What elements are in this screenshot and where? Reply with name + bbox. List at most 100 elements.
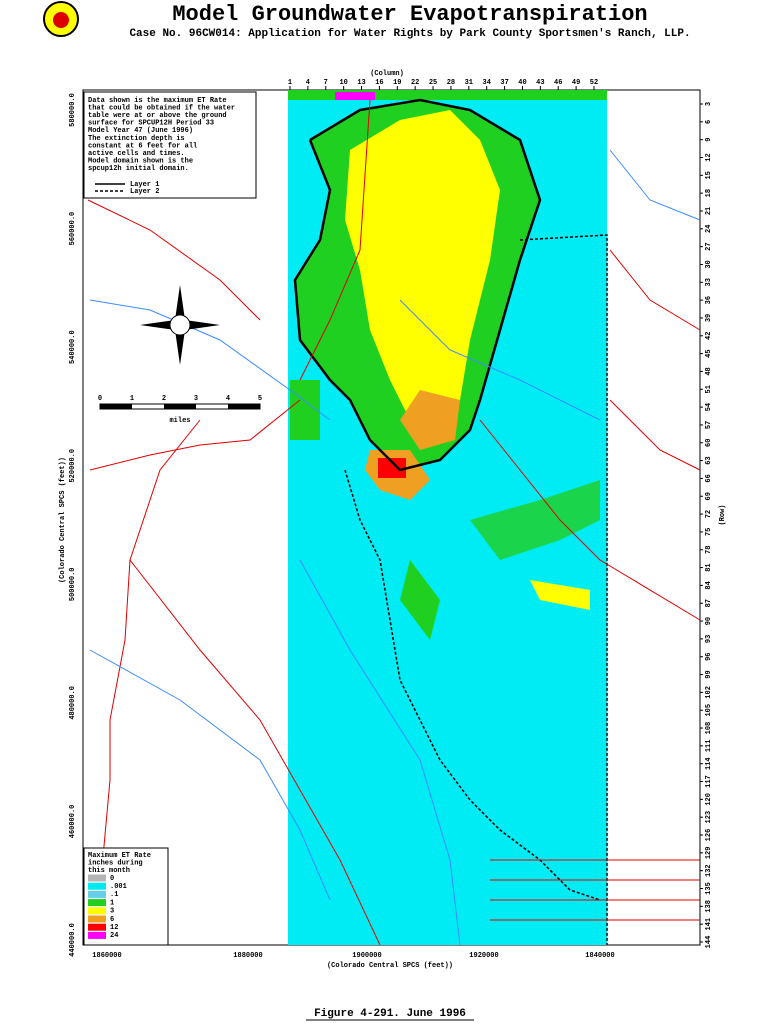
y-tick: 540000.0 <box>69 330 77 364</box>
legend-swatch <box>88 899 106 907</box>
x-tick: 1860000 <box>92 952 121 960</box>
row-tick: 51 <box>705 385 713 393</box>
x-tick: 1900000 <box>352 952 381 960</box>
legend-swatch <box>88 931 106 939</box>
column-tick: 31 <box>465 79 473 87</box>
row-tick: 66 <box>705 474 713 482</box>
note-line: Model domain shown is the <box>88 158 193 166</box>
legend-swatch <box>88 882 106 890</box>
note-line: Data shown is the maximum ET Rate <box>88 97 227 105</box>
y-tick: 560000.0 <box>69 212 77 246</box>
row-tick: 24 <box>705 225 713 233</box>
row-tick: 30 <box>705 260 713 268</box>
scale-tick: 3 <box>194 395 198 403</box>
legend-swatch <box>88 890 106 898</box>
legend-title: inches during <box>88 859 143 867</box>
title: Model Groundwater Evapotranspiration <box>172 2 647 27</box>
note-line: constant at 6 feet for all <box>88 142 197 150</box>
column-axis-title: (Column) <box>370 70 404 78</box>
note-line: spcup12h initial domain. <box>88 165 189 173</box>
legend-label: 6 <box>110 916 114 924</box>
note-line: active cells and times. <box>88 150 185 158</box>
layer2-boundary <box>344 469 601 901</box>
column-tick: 13 <box>357 79 365 87</box>
scale-tick: 4 <box>226 395 230 403</box>
row-tick: 120 <box>705 793 713 806</box>
row-tick: 18 <box>705 189 713 197</box>
column-tick: 19 <box>393 79 401 87</box>
row-tick: 90 <box>705 617 713 625</box>
legend-label: 12 <box>110 924 118 932</box>
row-tick: 63 <box>705 456 713 464</box>
note-line: that could be obtained if the water <box>88 104 235 112</box>
legend-title: Maximum ET Rate <box>88 852 151 860</box>
scale-unit: miles <box>169 417 190 425</box>
column-tick: 28 <box>447 79 455 87</box>
logo-apple <box>53 12 69 28</box>
scale-tick: 0 <box>98 395 102 403</box>
note-line: surface for SPCUP12H Period 33 <box>88 120 214 128</box>
top-strip-magenta <box>335 92 375 100</box>
column-tick: 46 <box>554 79 562 87</box>
row-tick: 21 <box>705 207 713 215</box>
x-tick: 1920000 <box>469 952 498 960</box>
caption: Figure 4-291. June 1996 <box>314 1008 466 1020</box>
scale-tick: 1 <box>130 395 134 403</box>
column-tick: 52 <box>590 79 598 87</box>
map <box>82 89 701 946</box>
legend-label: 0 <box>110 875 114 883</box>
layer-label: Layer 1 <box>130 181 159 189</box>
legend-swatch <box>88 923 106 931</box>
subtitle: Case No. 96CW014: Application for Water … <box>129 28 690 40</box>
y-tick: 460000.0 <box>69 805 77 839</box>
note-line: The extinction depth is <box>88 135 185 143</box>
scale-bar-seg <box>164 404 196 409</box>
column-tick: 4 <box>306 79 310 87</box>
row-tick: 6 <box>705 120 713 124</box>
scale-tick: 2 <box>162 395 166 403</box>
row-tick: 96 <box>705 653 713 661</box>
row-tick: 84 <box>705 581 713 589</box>
legend-label: .001 <box>110 883 127 891</box>
scale-bar-seg <box>228 404 260 409</box>
column-tick: 37 <box>500 79 508 87</box>
yellow-patch <box>530 580 590 610</box>
legend-swatch <box>88 915 106 923</box>
row-tick: 12 <box>705 153 713 161</box>
scale-bar-seg <box>100 404 132 409</box>
row-tick: 102 <box>705 686 713 699</box>
column-tick: 34 <box>483 79 491 87</box>
legend-swatch <box>88 874 106 882</box>
streams <box>89 149 701 946</box>
row-tick: 138 <box>705 900 713 913</box>
row-tick: 39 <box>705 314 713 322</box>
green-patch-2 <box>400 560 440 640</box>
y-tick: 520000.0 <box>69 449 77 483</box>
row-axis-title: (Row) <box>719 504 727 525</box>
row-tick: 78 <box>705 546 713 554</box>
y-tick: 580000.0 <box>69 93 77 127</box>
y-axis-title: (Colorado Central SPCS (feet)) <box>59 457 67 583</box>
row-tick: 132 <box>705 864 713 877</box>
scale-tick: 5 <box>258 395 262 403</box>
row-tick: 60 <box>705 439 713 447</box>
column-tick: 43 <box>536 79 544 87</box>
note-box <box>83 91 257 199</box>
column-tick: 7 <box>324 79 328 87</box>
legend-swatch <box>88 907 106 915</box>
column-tick: 25 <box>429 79 437 87</box>
legend-label: 1 <box>110 899 114 907</box>
row-tick: 15 <box>705 171 713 179</box>
green-patch <box>470 480 600 560</box>
top-strip <box>288 90 607 100</box>
row-tick: 33 <box>705 278 713 286</box>
wetland-yellow <box>345 110 500 430</box>
row-tick: 3 <box>705 102 713 106</box>
column-tick: 40 <box>518 79 526 87</box>
y-tick: 480000.0 <box>69 686 77 720</box>
layer2-boundary-east <box>519 234 608 945</box>
row-tick: 105 <box>705 704 713 717</box>
legend-title: this month <box>88 867 130 875</box>
x-axis-title: (Colorado Central SPCS (feet)) <box>327 962 453 970</box>
